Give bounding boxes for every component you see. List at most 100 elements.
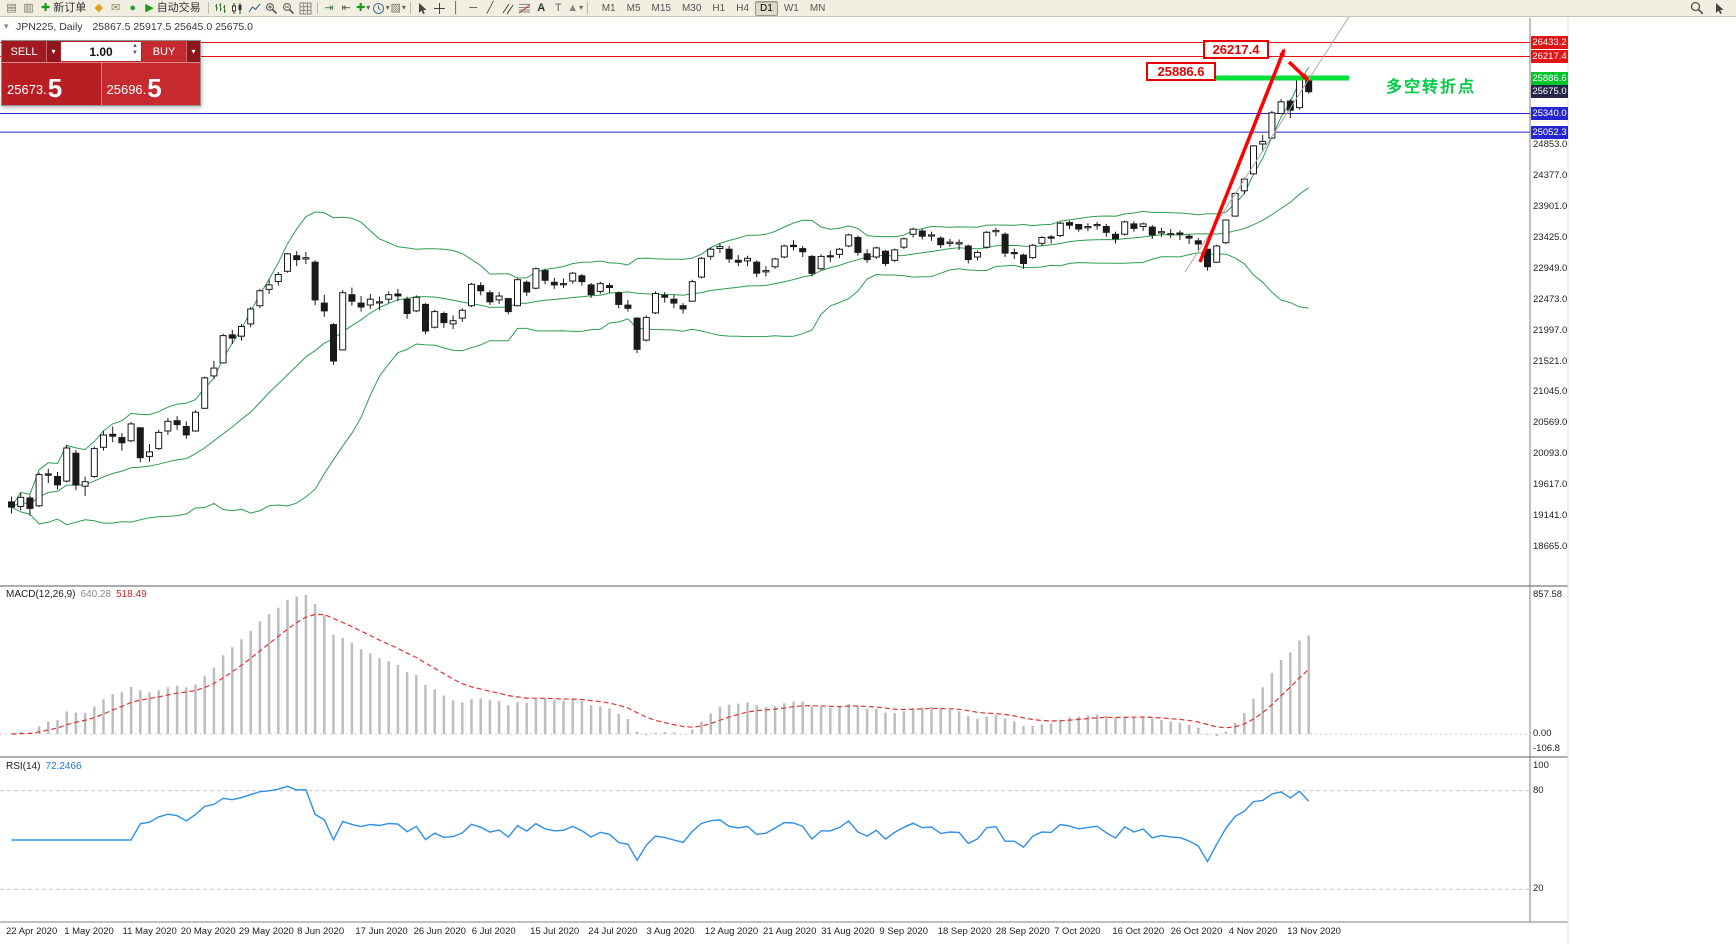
mail-icon: ✉ — [111, 1, 121, 14]
text-icon[interactable]: A — [533, 1, 550, 16]
timeframe-m1[interactable]: M1 — [601, 2, 616, 14]
indicators-icon[interactable]: ✚ ▾ — [355, 1, 372, 16]
crosshair-icon — [433, 2, 446, 15]
chevron-down-icon: ▾ — [579, 3, 584, 12]
volume-input[interactable]: 1.00 ▲ ▼ — [61, 42, 141, 61]
volume-stepper[interactable]: ▲ ▼ — [132, 43, 138, 57]
support-level-box[interactable]: 25886.6 — [1146, 62, 1216, 81]
volume-down-icon[interactable]: ▼ — [132, 50, 138, 56]
chevron-down-icon: ▾ — [366, 3, 371, 12]
search-icon — [1690, 1, 1704, 15]
timeframe-w1[interactable]: W1 — [783, 2, 799, 14]
timeframe-h1[interactable]: H1 — [712, 2, 726, 14]
toolbar-divider — [316, 2, 318, 14]
buy-options-caret-icon[interactable]: ▾ — [186, 41, 200, 62]
candlestick-chart-icon[interactable] — [229, 1, 246, 16]
shapes-icon[interactable]: ▲ ▾ — [567, 1, 584, 16]
grid-icon — [299, 2, 312, 15]
autoscroll-icon[interactable]: ⇥ — [321, 1, 338, 16]
volume-value: 1.00 — [89, 44, 113, 59]
toolbar-divider — [586, 2, 588, 14]
pointer-icon — [1713, 2, 1725, 15]
crosshair-icon[interactable] — [431, 1, 448, 16]
pointer-icon[interactable] — [1710, 1, 1727, 16]
bar-chart-icon — [214, 2, 227, 15]
trade-panel-top-row: SELL ▾ 1.00 ▲ ▼ BUY ▾ — [2, 41, 200, 63]
ohlc-values: 25867.5 25917.5 25645.0 25675.0 — [92, 21, 254, 33]
sell-options-caret-icon[interactable]: ▾ — [46, 41, 60, 62]
marketwatch-icon: ◆ — [94, 1, 103, 14]
periods-icon[interactable]: ▾ — [372, 1, 390, 16]
bar-chart-icon[interactable] — [212, 1, 229, 16]
line-chart-icon — [248, 2, 261, 15]
macd-name: MACD(12,26,9) — [6, 589, 76, 600]
cursor-icon — [416, 2, 428, 15]
search-icon[interactable] — [1688, 1, 1705, 16]
turning-point-label[interactable]: 多空转折点 — [1386, 79, 1477, 96]
periods-icon — [372, 2, 385, 15]
macd-signal-value: 518.49 — [116, 589, 147, 600]
new-order-button[interactable]: ✚ 新订单 — [37, 1, 90, 16]
grid-icon[interactable] — [297, 1, 314, 16]
fibonacci-icon — [518, 2, 531, 15]
zoom-out-icon[interactable] — [280, 1, 297, 16]
marketwatch-icon[interactable]: ◆ — [90, 1, 107, 16]
label-icon[interactable]: T — [550, 1, 567, 16]
timeframe-m30[interactable]: M30 — [681, 2, 702, 14]
trendline-icon[interactable]: ╱ — [482, 1, 499, 16]
hline-icon[interactable]: ─ — [465, 1, 482, 16]
timeframe-d1[interactable]: D1 — [755, 0, 778, 16]
chart-shift-icon: ⇤ — [341, 1, 351, 14]
rsi-value: 72.2466 — [45, 761, 82, 772]
fibonacci-icon[interactable] — [516, 1, 533, 16]
buy-price-button[interactable]: 25696. 5 — [101, 63, 200, 105]
timeframe-mn[interactable]: MN — [809, 2, 826, 14]
sell-button[interactable]: SELL — [2, 41, 46, 62]
zoom-in-icon[interactable] — [263, 1, 280, 16]
profiles-icon: ▥ — [23, 1, 34, 14]
chart-shift-icon[interactable]: ⇤ — [338, 1, 355, 16]
line-chart-icon[interactable] — [246, 1, 263, 16]
channel-icon — [501, 2, 514, 15]
shapes-icon: ▲ — [567, 1, 579, 14]
macd-main-value: 640.28 — [80, 589, 112, 600]
timeframe-m5[interactable]: M5 — [626, 2, 641, 14]
new-order-button-label: 新订单 — [53, 1, 87, 14]
mail-icon[interactable]: ✉ — [107, 1, 124, 16]
profiles-icon[interactable]: ▥ — [20, 1, 37, 16]
autotrading-button[interactable]: ▶ 自动交易 — [141, 1, 204, 16]
vline-icon: │ — [452, 1, 460, 14]
new-chart-icon[interactable]: ▤ — [3, 1, 20, 16]
toolbar-divider — [207, 2, 209, 14]
autotrading-button: ▶ — [145, 1, 154, 14]
timeframe-group: M1 M5 M15 M30 H1 H4 D1 W1 MN — [597, 0, 831, 16]
timeframe-m15[interactable]: M15 — [651, 2, 671, 14]
text-icon: A — [537, 1, 546, 14]
sell-price-big-digit: 5 — [47, 73, 63, 103]
buy-button[interactable]: BUY — [142, 41, 186, 62]
cursor-icon[interactable] — [414, 1, 431, 16]
resistance-level-box[interactable]: 26217.4 — [1203, 40, 1269, 59]
toolbar-right-group — [1688, 1, 1727, 16]
templates-icon[interactable]: ▨ ▾ — [390, 1, 407, 16]
one-click-toggle-icon[interactable]: ▾ — [4, 21, 9, 31]
templates-icon: ▨ — [390, 1, 401, 14]
trendline-icon: ╱ — [486, 1, 494, 14]
indicators-icon: ✚ — [356, 1, 366, 14]
hline-icon: ─ — [469, 1, 478, 14]
community-icon: ● — [129, 1, 137, 14]
sell-price-main: 25673. — [7, 82, 47, 97]
channel-icon[interactable] — [499, 1, 516, 16]
toolbar-divider — [409, 2, 411, 14]
volume-up-icon[interactable]: ▲ — [132, 43, 138, 49]
vline-icon[interactable]: │ — [448, 1, 465, 16]
macd-indicator-label: MACD(12,26,9) 640.28 518.49 — [6, 589, 147, 600]
community-icon[interactable]: ● — [124, 1, 141, 16]
chevron-down-icon: ▾ — [401, 3, 406, 12]
new-order-button: ✚ — [41, 1, 51, 14]
sell-price-button[interactable]: 25673. 5 — [2, 63, 102, 105]
zoom-out-icon — [282, 2, 295, 15]
timeframe-h4[interactable]: H4 — [736, 2, 750, 14]
